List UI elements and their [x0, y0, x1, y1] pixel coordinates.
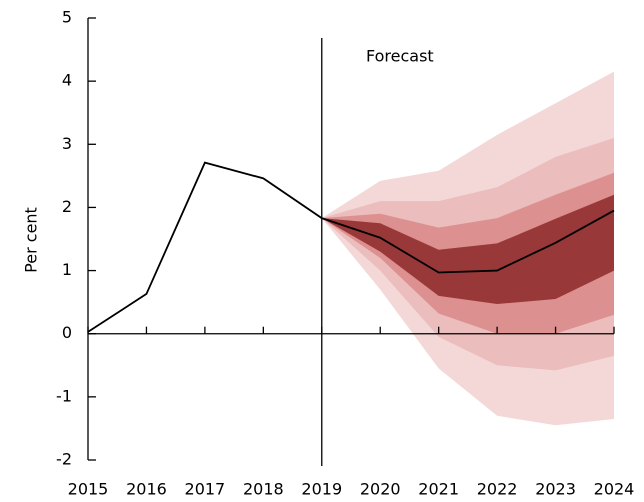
- x-tick-label: 2019: [301, 480, 342, 499]
- x-tick-label: 2017: [185, 480, 226, 499]
- x-tick-label: 2022: [477, 480, 518, 499]
- fan-band: [321, 194, 614, 305]
- y-tick-label: 5: [62, 8, 72, 27]
- y-tick-label: 4: [62, 71, 72, 90]
- y-axis-label: Per cent: [22, 207, 41, 273]
- x-tick-label: 2024: [594, 480, 635, 499]
- y-tick-label: 2: [62, 197, 72, 216]
- y-tick-label: 0: [62, 323, 72, 342]
- central-line: [87, 161, 615, 333]
- x-tick-label: 2023: [535, 480, 576, 499]
- x-tick-label: 2020: [360, 480, 401, 499]
- x-tick-label: 2018: [243, 480, 284, 499]
- y-tick-label: -1: [56, 386, 72, 405]
- x-tick-label: 2021: [418, 480, 459, 499]
- annotation: Forecast: [366, 47, 434, 66]
- y-tick-label: 3: [62, 134, 72, 153]
- x-tick-label: 2015: [68, 480, 109, 499]
- y-tick-label: 1: [62, 260, 72, 279]
- x-tick-label: 2016: [126, 480, 167, 499]
- y-tick-label: -2: [56, 450, 72, 469]
